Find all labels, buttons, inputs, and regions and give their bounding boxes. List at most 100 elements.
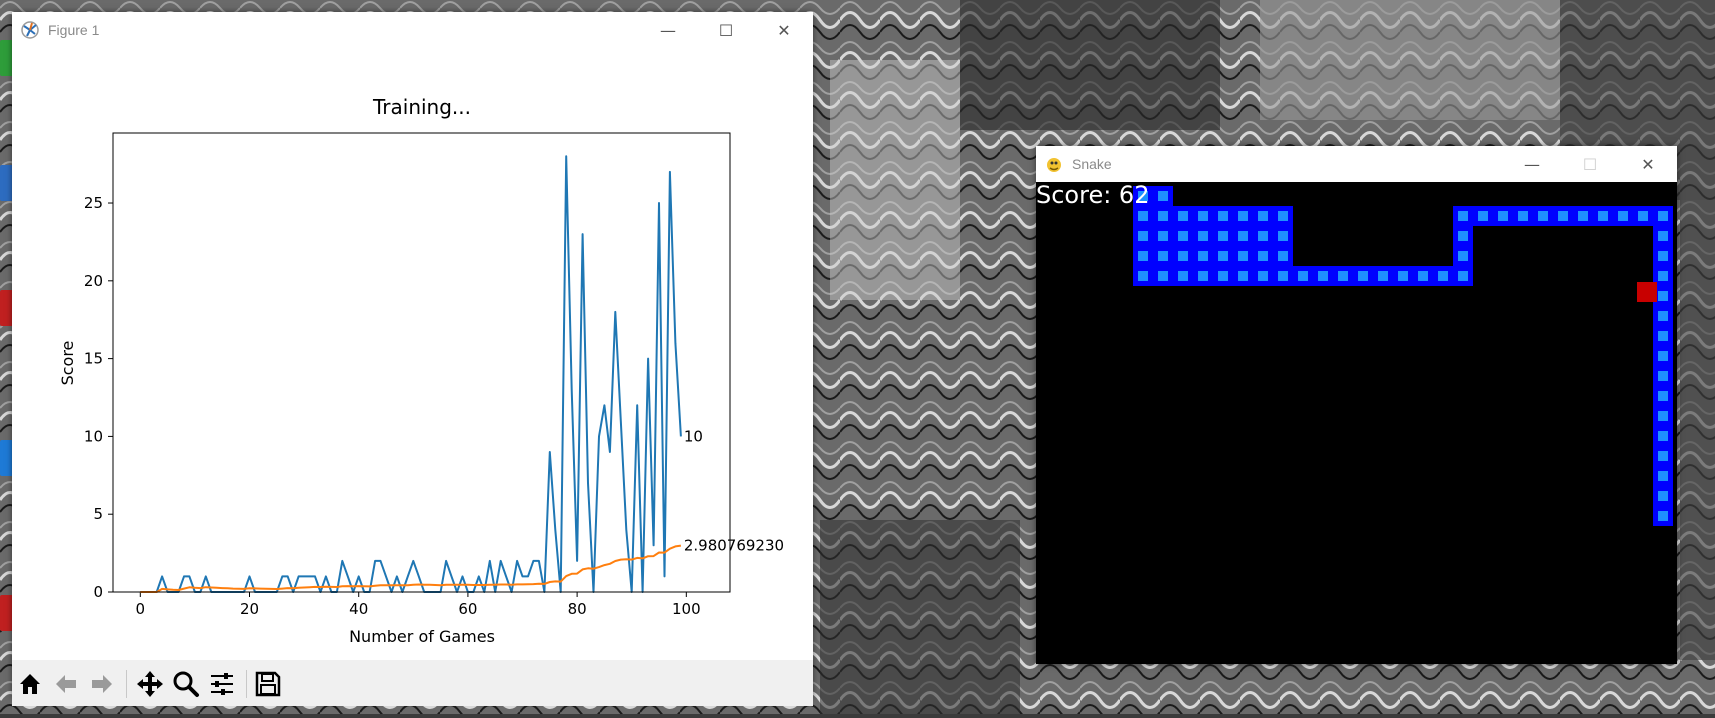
snake-segment: [1653, 326, 1673, 346]
desktop-shortcut-icon[interactable]: [0, 40, 14, 76]
snake-segment: [1233, 266, 1253, 286]
pan-button[interactable]: [134, 668, 166, 700]
desktop-shortcut-icon[interactable]: [0, 290, 14, 326]
pan-icon: [137, 671, 163, 697]
snake-segment: [1273, 226, 1293, 246]
close-button[interactable]: ✕: [1641, 154, 1655, 174]
zoom-button[interactable]: [170, 668, 202, 700]
snake-window: Snake — ☐ ✕ Score: 62: [1036, 146, 1677, 664]
snake-segment: [1153, 206, 1173, 226]
snake-segment: [1173, 206, 1193, 226]
snake-segment: [1473, 206, 1493, 226]
home-button[interactable]: [14, 668, 46, 700]
snake-segment: [1653, 466, 1673, 486]
snake-segment: [1273, 246, 1293, 266]
snake-segment: [1153, 246, 1173, 266]
snake-segment: [1273, 266, 1293, 286]
maximize-button[interactable]: ☐: [718, 20, 734, 40]
snake-segment: [1533, 206, 1553, 226]
snake-segment: [1653, 486, 1673, 506]
snake-segment: [1393, 266, 1413, 286]
snake-titlebar[interactable]: Snake — ☐ ✕: [1036, 146, 1677, 182]
back-icon: [56, 675, 76, 693]
back-button[interactable]: [50, 668, 82, 700]
snake-segment: [1133, 226, 1153, 246]
matplotlib-icon: [21, 21, 39, 39]
snake-segment: [1333, 266, 1353, 286]
score-label: Score: 62: [1036, 182, 1150, 209]
y-tick-label: 10: [84, 427, 103, 445]
snake-segment: [1233, 246, 1253, 266]
series-end-label: 2.980769230: [684, 537, 784, 555]
y-tick-label: 15: [84, 350, 103, 368]
x-tick-label: 20: [240, 600, 259, 618]
snake-segment: [1193, 226, 1213, 246]
snake-segment: [1133, 206, 1153, 226]
series-end-label: 10: [684, 427, 703, 445]
zoom-icon: [173, 671, 199, 697]
snake-segment: [1653, 266, 1673, 286]
game-board[interactable]: Score: 62: [1036, 182, 1677, 664]
snake-segment: [1133, 266, 1153, 286]
snake-segment: [1133, 246, 1153, 266]
snake-segment: [1153, 226, 1173, 246]
figure-titlebar[interactable]: Figure 1 — ☐ ✕: [12, 12, 813, 48]
snake-segment: [1653, 386, 1673, 406]
snake-segment: [1213, 226, 1233, 246]
snake-segment: [1653, 346, 1673, 366]
y-tick-label: 5: [93, 505, 103, 523]
axes-frame: [112, 132, 731, 593]
snake-segment: [1613, 206, 1633, 226]
snake-segment: [1453, 206, 1473, 226]
minimize-button[interactable]: —: [1524, 154, 1540, 174]
home-icon: [20, 674, 40, 694]
save-button[interactable]: [252, 668, 284, 700]
snake-segment: [1653, 226, 1673, 246]
snake-segment: [1193, 266, 1213, 286]
figure-background: [12, 48, 813, 660]
snake-segment: [1593, 206, 1613, 226]
snake-segment: [1413, 266, 1433, 286]
snake-segment: [1233, 206, 1253, 226]
x-tick-label: 80: [568, 600, 587, 618]
snake-segment: [1133, 186, 1153, 206]
configure-subplots-button[interactable]: [206, 668, 238, 700]
snake-segment: [1653, 286, 1673, 306]
configure-subplots-icon: [211, 673, 233, 695]
x-tick-label: 60: [458, 600, 477, 618]
y-tick-label: 25: [84, 194, 103, 212]
snake-segment: [1253, 246, 1273, 266]
y-axis-label: Score: [58, 341, 77, 386]
maximize-button: ☐: [1582, 154, 1598, 174]
series-line-2: [140, 544, 682, 593]
snake-segment: [1653, 246, 1673, 266]
chart-title: Training...: [372, 95, 471, 119]
snake-segment: [1653, 506, 1673, 526]
forward-button[interactable]: [86, 668, 118, 700]
toolbar-separator: [246, 670, 247, 698]
snake-segment: [1233, 226, 1253, 246]
snake-segment: [1173, 266, 1193, 286]
snake-segment: [1153, 186, 1173, 206]
snake-segment: [1453, 226, 1473, 246]
snake-segment: [1453, 246, 1473, 266]
training-chart: Training... 0 20 40 60 80 100 0 5 10 15 20 25 10 2.98…: [12, 48, 813, 660]
minimize-button[interactable]: —: [660, 20, 676, 40]
close-button[interactable]: ✕: [777, 20, 791, 40]
snake-segment: [1173, 246, 1193, 266]
desktop-shortcut-icon[interactable]: [0, 440, 14, 476]
snake-segment: [1453, 266, 1473, 286]
snake-segment: [1653, 306, 1673, 326]
x-tick-label: 40: [349, 600, 368, 618]
window-title: Figure 1: [48, 22, 100, 38]
save-icon: [255, 671, 281, 697]
figure-window: Figure 1 — ☐ ✕ Training... 0 20 40 60 80 100 0…: [12, 12, 813, 706]
desktop-shortcut-icon[interactable]: [0, 165, 14, 201]
snake-segment: [1253, 206, 1273, 226]
snake-segment: [1173, 226, 1193, 246]
snake-segment: [1293, 266, 1313, 286]
snake-segment: [1193, 206, 1213, 226]
desktop-shortcut-icon[interactable]: [0, 595, 14, 631]
snake-segment: [1633, 206, 1653, 226]
snake-segment: [1493, 206, 1513, 226]
